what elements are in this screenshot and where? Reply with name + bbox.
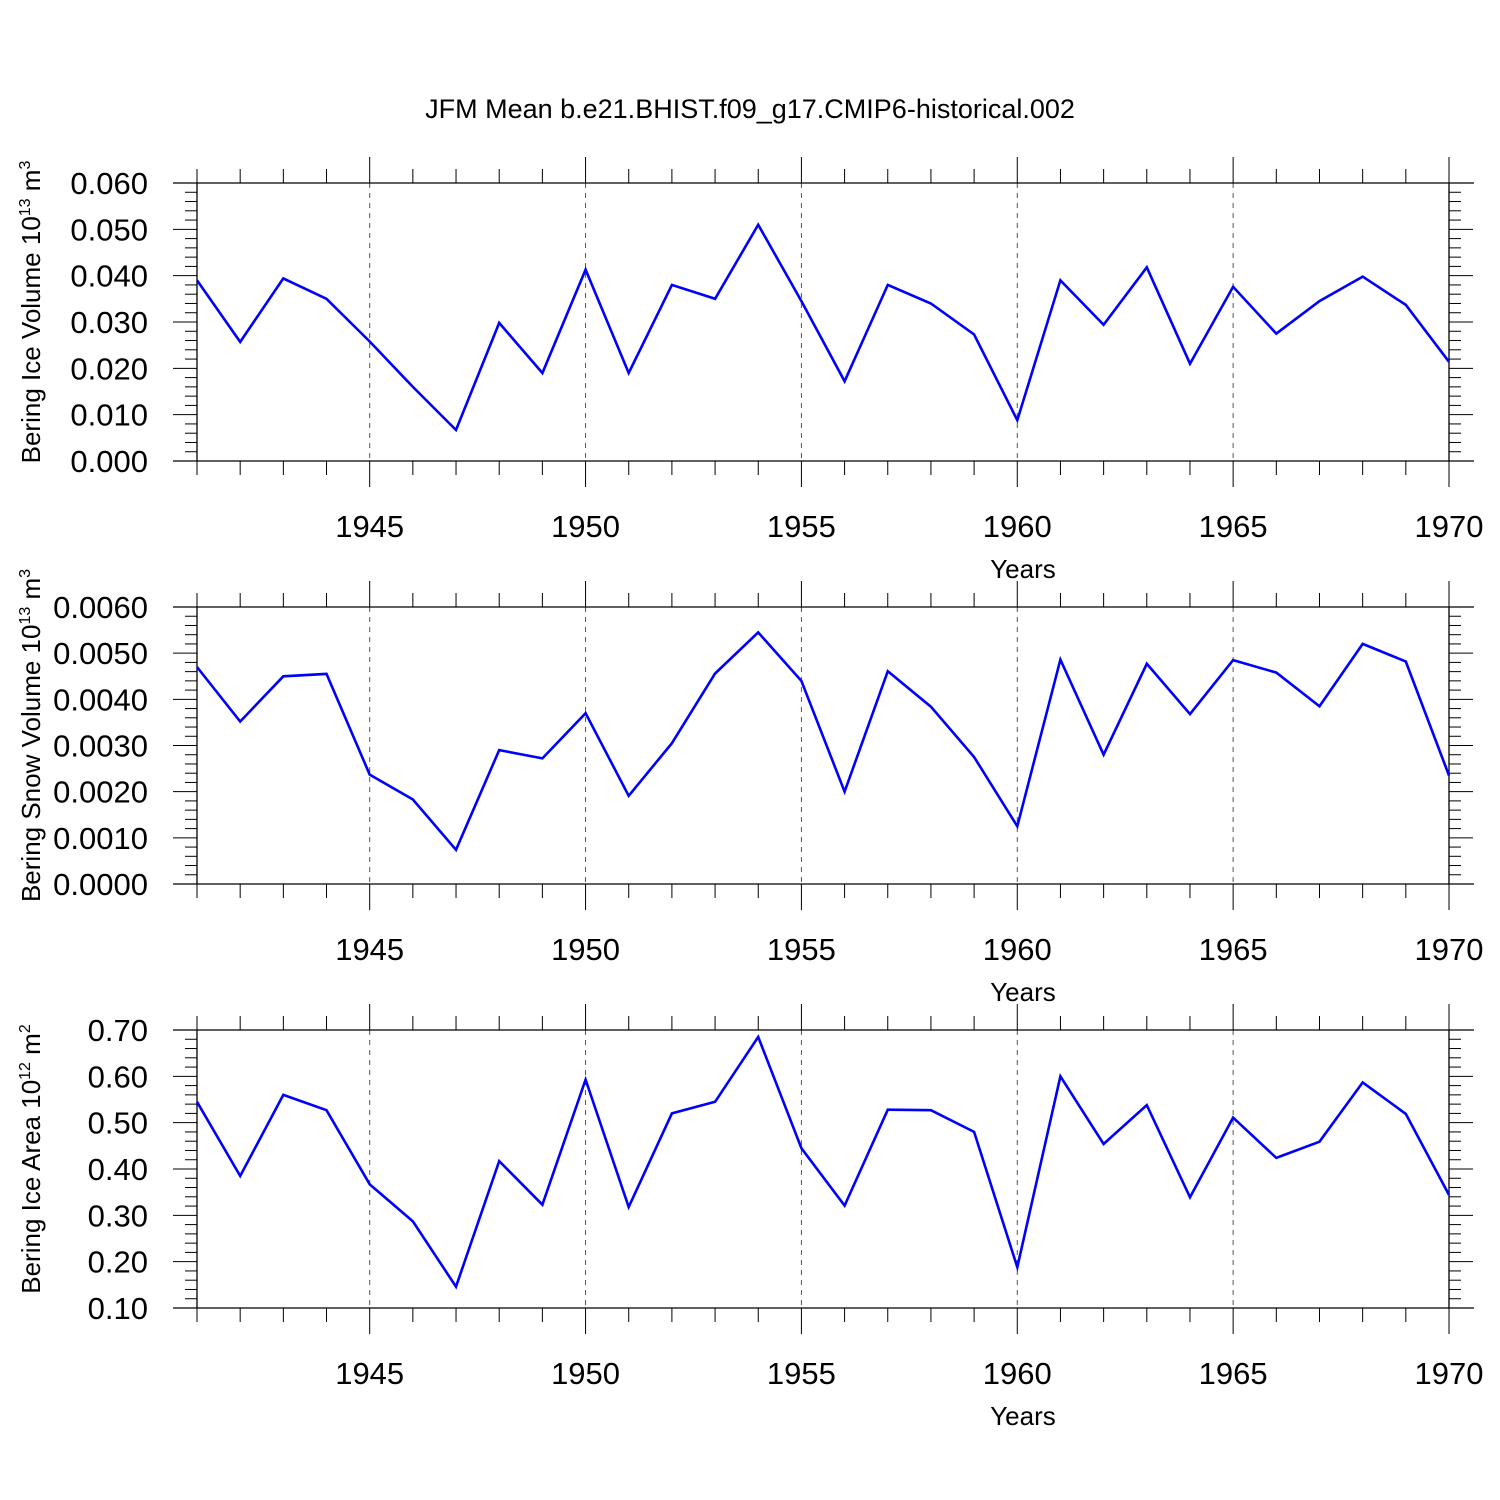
y-tick-label: 0.50 xyxy=(88,1106,148,1141)
y-tick-label: 0.40 xyxy=(88,1152,148,1187)
x-tick-label: 1955 xyxy=(767,932,836,967)
y-tick-label: 0.0030 xyxy=(53,729,148,764)
x-tick-label: 1945 xyxy=(335,1356,404,1391)
x-tick-label: 1970 xyxy=(1415,509,1484,544)
x-tick-label: 1955 xyxy=(767,509,836,544)
x-tick-label: 1950 xyxy=(551,932,620,967)
chart-panel-1: 0.000 0.010 0.020 0.030 0.040 0.050 0.060 1945 1… xyxy=(16,157,1483,584)
y-axis-label: Bering Ice Area 1012 m2 xyxy=(16,1024,46,1294)
y-tick-label: 0.0020 xyxy=(53,775,148,810)
y-tick-label: 0.30 xyxy=(88,1198,148,1233)
x-tick-label: 1965 xyxy=(1199,1356,1268,1391)
x-axis-label: Years xyxy=(990,977,1056,1007)
y-tick-label: 0.050 xyxy=(70,212,148,247)
x-axis-label: Years xyxy=(990,1401,1056,1431)
series-line xyxy=(195,630,1451,853)
figure-title: JFM Mean b.e21.BHIST.f09_g17.CMIP6-histo… xyxy=(425,94,1075,124)
y-tick-label: 0.10 xyxy=(88,1291,148,1326)
y-tick-label: 0.20 xyxy=(88,1245,148,1280)
y-tick-label: 0.60 xyxy=(88,1059,148,1094)
y-tick-label: 0.0050 xyxy=(53,636,148,671)
x-tick-label: 1960 xyxy=(983,932,1052,967)
y-tick-label: 0.040 xyxy=(70,259,148,294)
x-tick-label: 1965 xyxy=(1199,932,1268,967)
y-tick-label: 0.0010 xyxy=(53,821,148,856)
series-line xyxy=(195,1034,1451,1290)
chart-panel-2: 0.0000 0.0010 0.0020 0.0030 0.0040 0.0050 0.00… xyxy=(16,569,1483,1007)
y-tick-label: 0.020 xyxy=(70,351,148,386)
y-tick-label: 0.060 xyxy=(70,166,148,201)
x-tick-label: 1960 xyxy=(983,509,1052,544)
y-tick-label: 0.010 xyxy=(70,398,148,433)
x-tick-label: 1945 xyxy=(335,932,404,967)
x-tick-label: 1970 xyxy=(1415,932,1484,967)
x-tick-label: 1965 xyxy=(1199,509,1268,544)
x-tick-label: 1955 xyxy=(767,1356,836,1391)
y-tick-label: 0.0060 xyxy=(53,590,148,625)
chart-panel-3: 0.10 0.20 0.30 0.40 0.50 0.60 0.70 1945 1950 1955… xyxy=(16,1004,1483,1431)
x-tick-label: 1970 xyxy=(1415,1356,1484,1391)
x-tick-label: 1950 xyxy=(551,1356,620,1391)
y-tick-label: 0.0040 xyxy=(53,682,148,717)
y-tick-label: 0.030 xyxy=(70,305,148,340)
y-tick-label: 0.0000 xyxy=(53,867,148,902)
x-tick-label: 1945 xyxy=(335,509,404,544)
y-axis-label: Bering Ice Volume 1013 m3 xyxy=(16,161,46,464)
x-tick-label: 1950 xyxy=(551,509,620,544)
series-line xyxy=(195,222,1451,433)
x-tick-label: 1960 xyxy=(983,1356,1052,1391)
y-tick-label: 0.000 xyxy=(70,444,148,479)
y-axis-label: Bering Snow Volume 1013 m3 xyxy=(16,569,46,902)
y-tick-label: 0.70 xyxy=(88,1013,148,1048)
x-axis-label: Years xyxy=(990,554,1056,584)
